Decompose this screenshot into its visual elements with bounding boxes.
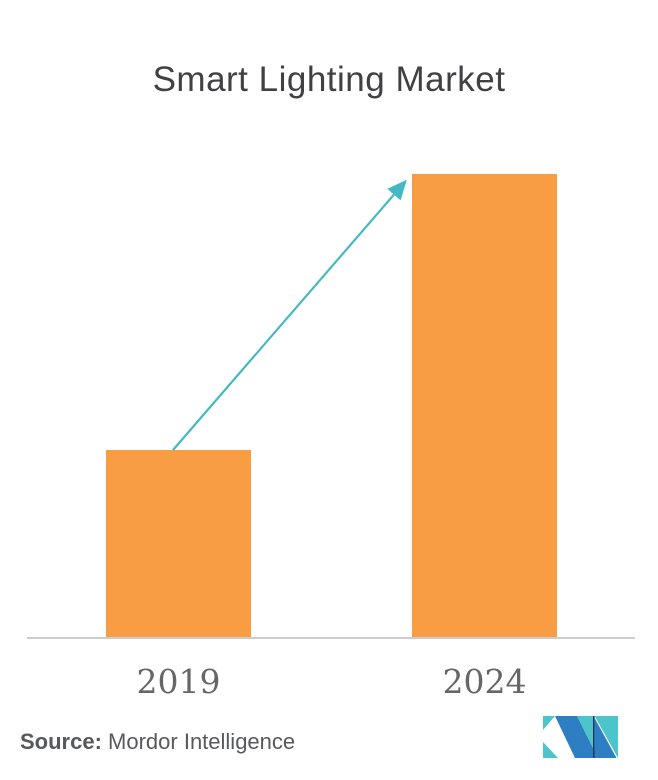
x-tick-2024: 2024 [442,662,527,701]
logo-navy-divider [593,716,595,758]
logo-teal-middle [577,716,593,748]
logo-teal-top-left [543,716,555,730]
mordor-intelligence-logo [543,716,618,758]
bar-2024 [412,174,557,638]
bar-2019 [106,450,251,638]
source-text: Mordor Intelligence [101,729,296,754]
logo-teal-bar-top [594,716,618,758]
x-axis-line [27,637,635,639]
source-attribution: Source: Mordor Intelligence [20,729,295,755]
source-label: Source: [20,729,102,754]
logo-blue-diagonal [555,716,598,758]
logo-teal-bottom-left [543,742,558,758]
chart-title: Smart Lighting Market [152,60,506,99]
x-tick-2019: 2019 [136,662,221,701]
